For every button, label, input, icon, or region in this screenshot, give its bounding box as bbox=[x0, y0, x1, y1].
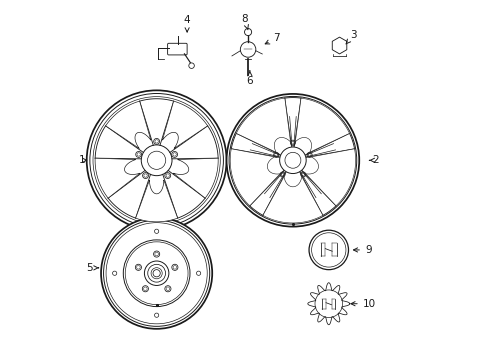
Circle shape bbox=[153, 139, 159, 144]
Circle shape bbox=[144, 261, 168, 285]
Circle shape bbox=[171, 152, 177, 157]
Circle shape bbox=[112, 271, 117, 275]
Polygon shape bbox=[135, 180, 177, 222]
Circle shape bbox=[273, 152, 278, 157]
Circle shape bbox=[101, 218, 212, 329]
Polygon shape bbox=[95, 158, 140, 198]
Circle shape bbox=[290, 140, 295, 145]
Circle shape bbox=[153, 251, 160, 257]
Text: 8: 8 bbox=[241, 14, 248, 30]
Circle shape bbox=[142, 286, 148, 292]
Polygon shape bbox=[295, 98, 349, 152]
Circle shape bbox=[164, 172, 170, 179]
Polygon shape bbox=[307, 283, 349, 325]
Text: 5: 5 bbox=[86, 263, 98, 273]
Polygon shape bbox=[105, 101, 150, 149]
Circle shape bbox=[188, 63, 194, 68]
Polygon shape bbox=[173, 158, 218, 198]
Text: 7: 7 bbox=[264, 33, 280, 44]
Circle shape bbox=[164, 286, 171, 292]
Circle shape bbox=[196, 271, 200, 275]
Circle shape bbox=[244, 28, 251, 36]
Text: 9: 9 bbox=[353, 245, 371, 255]
Circle shape bbox=[86, 90, 226, 230]
Circle shape bbox=[142, 172, 148, 179]
Circle shape bbox=[300, 172, 305, 177]
Polygon shape bbox=[236, 98, 290, 152]
FancyBboxPatch shape bbox=[167, 43, 187, 55]
Circle shape bbox=[226, 94, 359, 226]
Text: 2: 2 bbox=[368, 155, 378, 165]
Text: 3: 3 bbox=[345, 30, 356, 44]
Circle shape bbox=[306, 152, 311, 157]
Polygon shape bbox=[305, 149, 355, 206]
Circle shape bbox=[308, 230, 348, 270]
Circle shape bbox=[171, 264, 178, 270]
Circle shape bbox=[135, 264, 141, 270]
Text: 1: 1 bbox=[79, 155, 86, 165]
Circle shape bbox=[279, 147, 305, 174]
Circle shape bbox=[154, 313, 159, 317]
Circle shape bbox=[141, 145, 172, 176]
Polygon shape bbox=[331, 37, 346, 54]
Polygon shape bbox=[263, 177, 322, 223]
Text: 6: 6 bbox=[246, 71, 253, 86]
Polygon shape bbox=[162, 101, 207, 149]
Text: 4: 4 bbox=[183, 15, 190, 32]
Circle shape bbox=[136, 152, 142, 157]
Circle shape bbox=[314, 290, 342, 318]
Circle shape bbox=[154, 229, 159, 233]
Text: 10: 10 bbox=[350, 299, 375, 309]
Circle shape bbox=[280, 172, 285, 177]
Circle shape bbox=[240, 42, 255, 57]
Polygon shape bbox=[230, 149, 280, 206]
